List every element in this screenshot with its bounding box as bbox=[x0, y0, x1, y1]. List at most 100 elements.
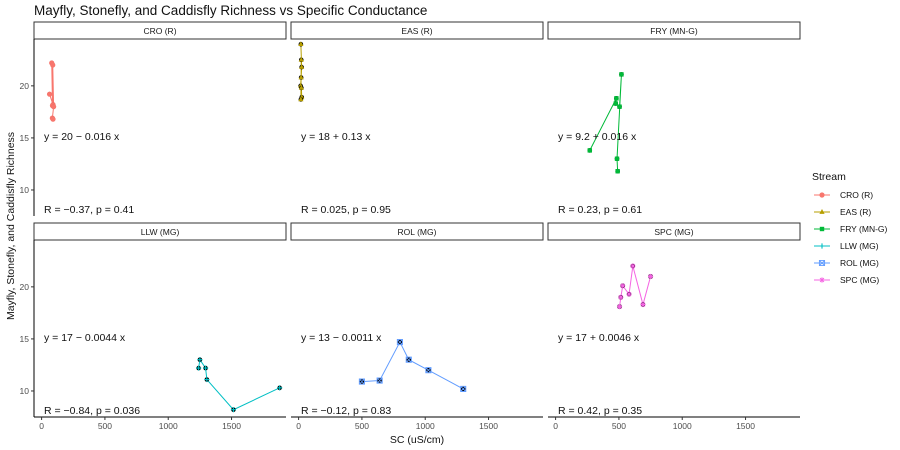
correlation-stats: R = −0.12, p = 0.83 bbox=[301, 405, 391, 417]
series-marker bbox=[376, 377, 383, 384]
series-marker bbox=[613, 101, 618, 106]
series-marker bbox=[51, 104, 57, 110]
facet-strip bbox=[290, 222, 544, 241]
facet-panel-llw-mg: LLW (MG) 10 15 20 0 500 1000 1500 y = 17 − 0.004… bbox=[20, 222, 287, 431]
series-line bbox=[300, 44, 303, 100]
x-tick-label: 1000 bbox=[416, 421, 435, 431]
facet-panel-fry-mn-g: FRY (MN-G) y = 9.2 + 0.016 x R = 0.23, p =… bbox=[547, 21, 801, 216]
legend-label: FRY (MN-G) bbox=[840, 224, 888, 234]
series-line bbox=[49, 62, 55, 120]
y-tick-label: 10 bbox=[20, 386, 30, 396]
series-marker bbox=[298, 84, 304, 90]
legend-item-spc-mg: SPC (MG) bbox=[814, 275, 879, 285]
facet-strip-label: ROL (MG) bbox=[398, 227, 437, 237]
x-tick-label: 500 bbox=[98, 421, 112, 431]
regression-equation: y = 17 + 0.0046 x bbox=[558, 332, 640, 344]
legend-label: ROL (MG) bbox=[840, 258, 879, 268]
y-tick-label: 15 bbox=[20, 334, 30, 344]
series-marker bbox=[46, 91, 53, 97]
regression-equation: y = 13 − 0.0011 x bbox=[301, 332, 382, 344]
facet-strip bbox=[33, 222, 287, 241]
facet-strip bbox=[547, 21, 801, 40]
x-tick-label: 1500 bbox=[479, 421, 498, 431]
legend-key-marker bbox=[819, 226, 825, 232]
legend-item-llw-mg: LLW (MG) bbox=[814, 241, 879, 251]
facet-panels: CRO (R) 10 15 20 y = 20 − 0.016 x R = −0.37, … bbox=[20, 21, 801, 431]
facet-strip-label: EAS (R) bbox=[401, 26, 432, 36]
legend-title: Stream bbox=[812, 171, 846, 183]
legend-key-marker bbox=[818, 259, 826, 267]
y-tick-label: 15 bbox=[20, 133, 30, 143]
facet-strip bbox=[547, 222, 801, 241]
series-marker bbox=[615, 169, 620, 174]
series-marker bbox=[620, 283, 626, 289]
regression-equation: y = 9.2 + 0.016 x bbox=[558, 131, 637, 143]
facet-strip-label: SPC (MG) bbox=[654, 227, 693, 237]
chart-title: Mayfly, Stonefly, and Caddisfly Richness… bbox=[34, 3, 427, 18]
series-marker bbox=[405, 356, 412, 363]
series-marker bbox=[619, 72, 624, 77]
legend-key-marker bbox=[819, 243, 825, 249]
facet-strip bbox=[33, 21, 287, 40]
x-tick-label: 0 bbox=[296, 421, 301, 431]
series-marker bbox=[202, 365, 209, 371]
correlation-stats: R = 0.025, p = 0.95 bbox=[301, 204, 391, 216]
facet-strip-label: FRY (MN-G) bbox=[650, 26, 698, 36]
series-marker bbox=[50, 62, 56, 68]
correlation-stats: R = 0.23, p = 0.61 bbox=[558, 204, 642, 216]
legend-item-cro-r: CRO (R) bbox=[814, 190, 873, 200]
legend: Stream CRO (R) EAS (R) FRY (MN-G) LLW (MG) R… bbox=[812, 171, 888, 285]
legend-item-eas-r: EAS (R) bbox=[814, 207, 871, 217]
facet-strip-label: LLW (MG) bbox=[141, 227, 180, 237]
facet-panel-rol-mg: ROL (MG) 0 500 1000 1500 y = 13 − 0.0011 x R =… bbox=[290, 222, 544, 431]
series-marker bbox=[204, 376, 210, 383]
legend-label: LLW (MG) bbox=[840, 241, 879, 251]
series-marker bbox=[587, 148, 592, 153]
legend-label: SPC (MG) bbox=[840, 275, 879, 285]
regression-equation: y = 20 − 0.016 x bbox=[44, 131, 120, 143]
x-tick-label: 1000 bbox=[159, 421, 178, 431]
series-marker bbox=[460, 385, 467, 392]
facet-panel-cro-r: CRO (R) 10 15 20 y = 20 − 0.016 x R = −0.37, … bbox=[20, 21, 287, 216]
series-marker bbox=[640, 301, 646, 308]
x-tick-label: 0 bbox=[553, 421, 558, 431]
legend-key-marker bbox=[819, 192, 825, 198]
legend-label: CRO (R) bbox=[840, 190, 873, 200]
y-tick-label: 20 bbox=[20, 282, 30, 292]
series-marker bbox=[197, 357, 203, 363]
x-tick-label: 500 bbox=[355, 421, 369, 431]
series-marker bbox=[647, 273, 654, 280]
y-tick-label: 10 bbox=[20, 185, 30, 195]
facet-panel-eas-r: EAS (R) y = 18 + 0.13 x R = 0.025, p = 0.9… bbox=[290, 21, 544, 216]
series-marker bbox=[425, 367, 432, 374]
series-marker bbox=[277, 385, 283, 391]
x-tick-label: 1500 bbox=[222, 421, 241, 431]
series-marker bbox=[298, 96, 304, 102]
series-marker bbox=[617, 104, 622, 109]
legend-item-fry-mn-g: FRY (MN-G) bbox=[814, 224, 888, 234]
facet-strip-label: CRO (R) bbox=[143, 26, 176, 36]
series-line bbox=[198, 358, 280, 411]
series-marker bbox=[298, 74, 304, 80]
series-marker bbox=[50, 116, 56, 122]
regression-equation: y = 17 − 0.0044 x bbox=[44, 332, 126, 344]
series-marker bbox=[614, 156, 620, 161]
x-tick-label: 500 bbox=[612, 421, 626, 431]
regression-equation: y = 18 + 0.13 x bbox=[301, 131, 371, 143]
y-axis-title: Mayfly, Stonefly, and Caddisfly Richness bbox=[5, 132, 17, 320]
series-marker bbox=[358, 378, 365, 385]
legend-item-rol-mg: ROL (MG) bbox=[814, 258, 879, 268]
x-axis-title: SC (uS/cm) bbox=[390, 434, 444, 446]
series-marker bbox=[626, 291, 632, 297]
correlation-stats: R = −0.84, p = 0.036 bbox=[44, 405, 140, 417]
series-marker bbox=[299, 64, 305, 69]
legend-key-marker bbox=[819, 209, 825, 214]
x-tick-label: 0 bbox=[39, 421, 44, 431]
correlation-stats: R = 0.42, p = 0.35 bbox=[558, 405, 642, 417]
facet-strip bbox=[290, 21, 544, 40]
legend-label: EAS (R) bbox=[840, 207, 871, 217]
series-marker bbox=[298, 56, 304, 62]
legend-key-marker bbox=[819, 277, 825, 283]
y-tick-label: 20 bbox=[20, 81, 30, 91]
correlation-stats: R = −0.37, p = 0.41 bbox=[44, 204, 134, 216]
